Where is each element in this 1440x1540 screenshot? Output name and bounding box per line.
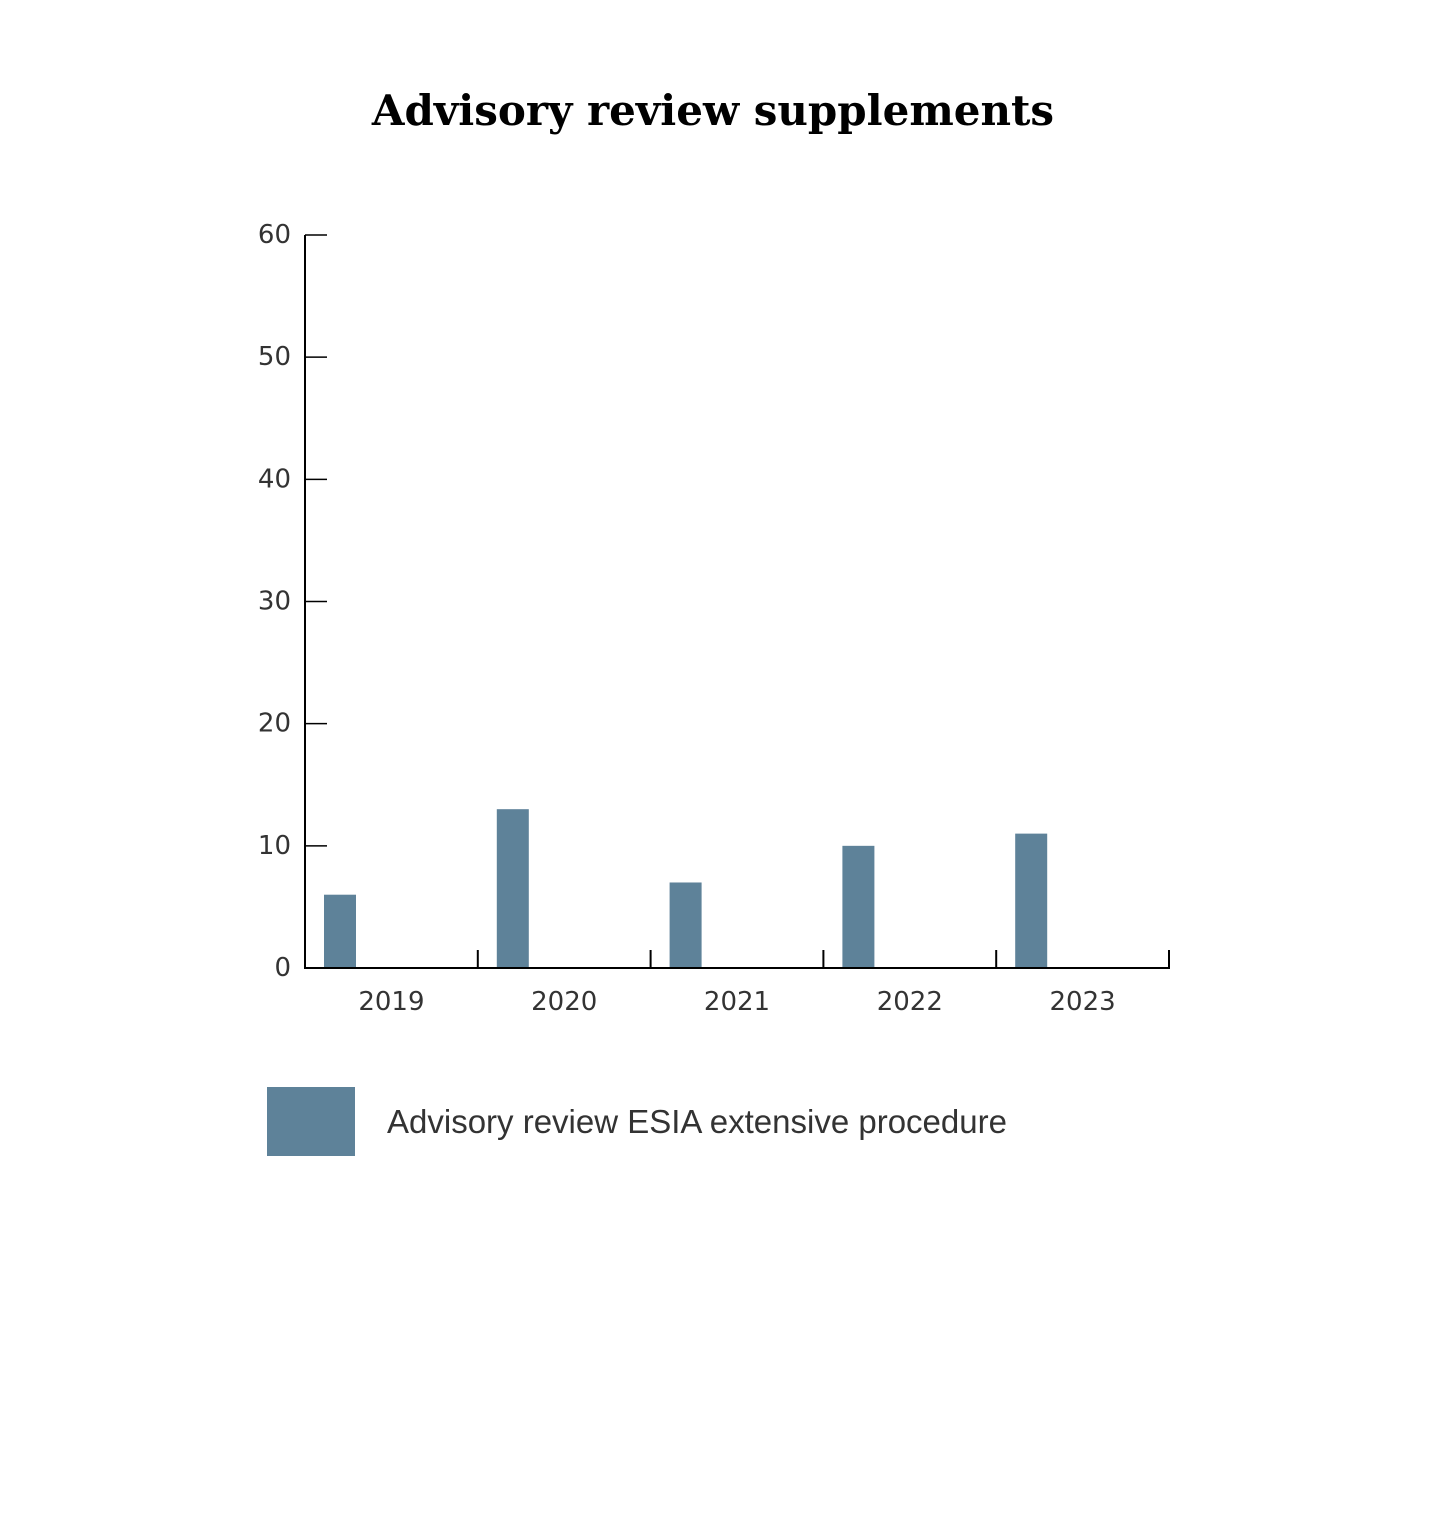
y-tick-label: 50 — [258, 342, 291, 372]
legend-swatch — [267, 1087, 355, 1156]
y-tick-label: 10 — [258, 831, 291, 861]
y-tick-label: 20 — [258, 709, 291, 739]
chart-title: Advisory review supplements — [371, 86, 1055, 135]
legend: Advisory review ESIA extensive procedure — [267, 1087, 1007, 1156]
bar-2021 — [669, 882, 702, 968]
x-tick-label: 2020 — [531, 987, 597, 1017]
bar-2023 — [1015, 833, 1048, 968]
bar-2022 — [842, 845, 875, 968]
bar-2019 — [324, 894, 356, 968]
x-tick-label: 2019 — [358, 987, 424, 1017]
x-tick-label: 2021 — [704, 987, 770, 1017]
y-tick-label: 0 — [274, 953, 291, 983]
bar-2020 — [496, 809, 529, 968]
x-tick-label: 2023 — [1050, 987, 1116, 1017]
x-tick-label: 2022 — [877, 987, 943, 1017]
y-tick-label: 60 — [258, 220, 291, 250]
legend-label: Advisory review ESIA extensive procedure — [387, 1102, 1007, 1140]
y-tick-label: 40 — [258, 464, 291, 494]
y-tick-label: 30 — [258, 587, 291, 617]
